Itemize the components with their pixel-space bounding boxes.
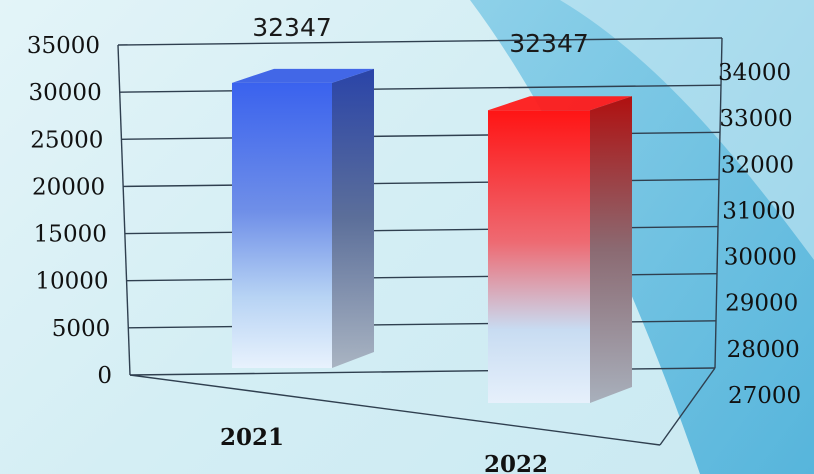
y-left-tick-label: 25000 [30, 127, 103, 153]
y-right-tick-label: 33000 [719, 106, 792, 132]
y-right-tick-label: 30000 [724, 245, 797, 271]
gridline [117, 37, 723, 46]
data-label: 32347 [509, 29, 589, 58]
bar-2021 [232, 82, 332, 369]
y-left-tick-label: 10000 [35, 269, 108, 295]
y-left-tick-label: 35000 [27, 33, 100, 59]
bar-2021-side [332, 68, 374, 369]
right-wall-edge [714, 37, 723, 369]
y-left-tick-label: 5000 [52, 316, 111, 342]
data-label: 32347 [252, 13, 332, 42]
bar-2022-side [590, 96, 632, 403]
axes [117, 37, 723, 446]
left-wall-edge [117, 44, 131, 376]
bar-2021-top [232, 68, 374, 83]
y-right-tick-label: 34000 [718, 60, 791, 86]
bars [232, 68, 632, 403]
y-left-tick-label: 15000 [34, 222, 107, 248]
gridline [119, 84, 722, 93]
y-left-tick-label: 30000 [29, 80, 102, 106]
y-left-tick-label: 0 [97, 363, 112, 389]
x-category-label: 2021 [220, 424, 284, 451]
bar-2022-top [488, 96, 632, 111]
y-right-tick-label: 32000 [721, 152, 794, 178]
y-right-tick-label: 29000 [725, 291, 798, 317]
y-left-tick-label: 20000 [32, 174, 105, 200]
y-right-tick-label: 31000 [722, 198, 795, 224]
bar-2022 [488, 110, 590, 403]
floor-front-edge [129, 374, 661, 446]
y-right-tick-label: 27000 [728, 383, 801, 409]
floor-right-edge [659, 367, 716, 446]
y-right-tick-label: 28000 [727, 337, 800, 363]
x-category-label: 2022 [484, 451, 548, 474]
background-swoosh-light [560, 0, 814, 260]
labels: 0 5000 10000 15000 20000 25000 30000 35000 27000… [27, 13, 801, 474]
